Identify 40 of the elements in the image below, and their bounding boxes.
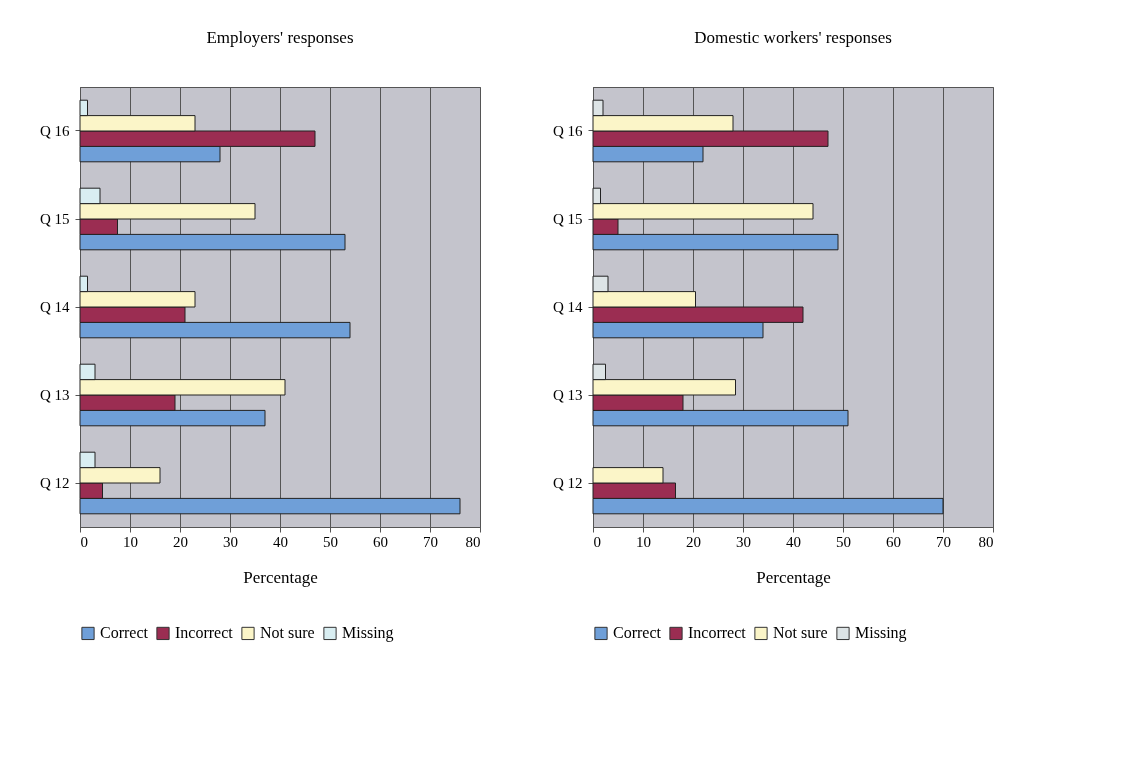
legend-label: Not sure <box>773 624 828 642</box>
y-tick-label: Q 16 <box>552 123 583 139</box>
chart-title: Domestic workers' responses <box>694 28 892 47</box>
y-tick-label: Q 15 <box>552 211 583 227</box>
x-tick-label: 70 <box>936 533 951 550</box>
x-tick-label: 30 <box>736 533 751 550</box>
y-tick-label: Q 14 <box>39 299 70 315</box>
y-tick-label: Q 16 <box>39 123 70 139</box>
y-tick-label: Q 15 <box>39 211 70 227</box>
x-axis-title: Percentage <box>243 567 318 587</box>
y-tick-label: Q 12 <box>552 475 583 491</box>
x-tick-label: 50 <box>323 533 338 550</box>
legend-label: Correct <box>613 624 662 642</box>
x-tick-label: 20 <box>686 533 701 550</box>
x-tick-label: 80 <box>465 533 481 550</box>
y-tick-label: Q 13 <box>552 387 583 403</box>
chart-title: Employers' responses <box>206 28 354 47</box>
x-tick-label: 60 <box>373 533 388 550</box>
x-tick-label: 0 <box>80 533 88 550</box>
x-tick-label: 0 <box>593 533 601 550</box>
y-tick-label: Q 13 <box>39 387 70 403</box>
x-tick-label: 10 <box>636 533 651 550</box>
x-axis-title: Percentage <box>756 567 831 587</box>
x-tick-label: 50 <box>836 533 851 550</box>
x-tick-label: 20 <box>173 533 188 550</box>
legend-label: Missing <box>855 624 907 643</box>
legend-label: Incorrect <box>688 624 747 642</box>
legend-label: Correct <box>100 624 149 642</box>
x-tick-label: 40 <box>273 533 288 550</box>
y-tick-label: Q 12 <box>39 475 70 491</box>
legend-label: Incorrect <box>175 624 234 642</box>
legend-label: Missing <box>342 624 394 643</box>
legend-label: Not sure <box>260 624 315 642</box>
x-tick-label: 30 <box>223 533 238 550</box>
x-tick-label: 80 <box>978 533 994 550</box>
x-tick-label: 60 <box>886 533 901 550</box>
x-tick-label: 40 <box>786 533 801 550</box>
y-tick-label: Q 14 <box>552 299 583 315</box>
x-tick-label: 70 <box>423 533 438 550</box>
x-tick-label: 10 <box>123 533 138 550</box>
